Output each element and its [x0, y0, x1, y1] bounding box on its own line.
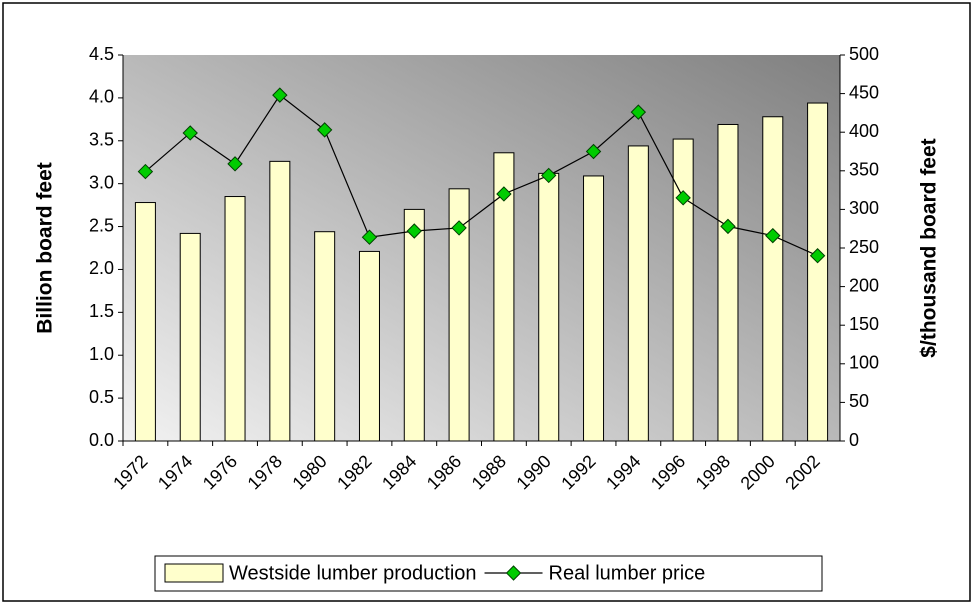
marker	[272, 87, 288, 103]
y-tick-label: 0.0	[89, 430, 114, 450]
bar	[179, 232, 201, 442]
y-tick-label: 3.5	[89, 130, 114, 150]
bar	[134, 202, 156, 442]
y2-tick-label: 0	[849, 430, 859, 450]
y-tick-label: 1.5	[89, 301, 114, 321]
marker	[675, 190, 691, 206]
bar	[583, 175, 605, 442]
y2-tick-label: 50	[849, 391, 869, 411]
bar	[403, 208, 425, 442]
marker	[585, 143, 602, 160]
y2-axis-title: $/thousand board feet	[918, 138, 941, 357]
y2-tick-label: 250	[849, 237, 879, 257]
bar	[448, 188, 470, 442]
y-tick-label: 3.0	[89, 172, 114, 192]
bar	[717, 123, 739, 442]
marker	[720, 218, 736, 235]
marker	[630, 104, 647, 120]
y-tick-label: 1.0	[89, 344, 114, 364]
marker	[361, 229, 378, 245]
bar	[224, 196, 246, 442]
marker	[451, 220, 467, 236]
y-tick-label: 4.0	[89, 87, 114, 107]
y2-tick-label: 400	[849, 121, 879, 141]
marker	[496, 186, 512, 202]
legend-label: Westside lumber production	[229, 562, 477, 584]
marker	[316, 122, 333, 138]
bar	[538, 172, 560, 442]
bar	[627, 145, 649, 442]
marker	[227, 156, 243, 172]
bar	[314, 231, 336, 442]
bar	[358, 250, 380, 442]
y-axis-title: Billion board feet	[34, 162, 57, 334]
bar	[493, 152, 515, 442]
marker	[182, 125, 198, 141]
y-tick-label: 2.5	[89, 215, 114, 235]
legend-label: Real lumber price	[549, 562, 706, 584]
legend-swatch	[164, 563, 224, 583]
y-tick-label: 2.0	[89, 258, 114, 278]
y-tick-label: 4.5	[89, 44, 114, 64]
y2-tick-label: 500	[849, 44, 879, 64]
marker	[406, 223, 422, 239]
y2-tick-label: 150	[849, 314, 879, 334]
y2-tick-label: 450	[849, 82, 879, 102]
bar	[762, 116, 784, 442]
y2-tick-label: 300	[849, 198, 879, 218]
bar	[807, 102, 829, 442]
marker	[137, 163, 154, 180]
line	[145, 94, 818, 257]
y2-tick-label: 200	[849, 275, 879, 295]
y2-tick-label: 350	[849, 160, 879, 180]
legend-marker	[505, 565, 522, 581]
marker	[765, 227, 781, 244]
marker	[541, 167, 557, 184]
bar	[269, 160, 291, 442]
y2-tick-label: 100	[849, 353, 879, 373]
bar	[672, 138, 694, 442]
marker	[809, 248, 826, 264]
y-tick-label: 0.5	[89, 387, 114, 407]
